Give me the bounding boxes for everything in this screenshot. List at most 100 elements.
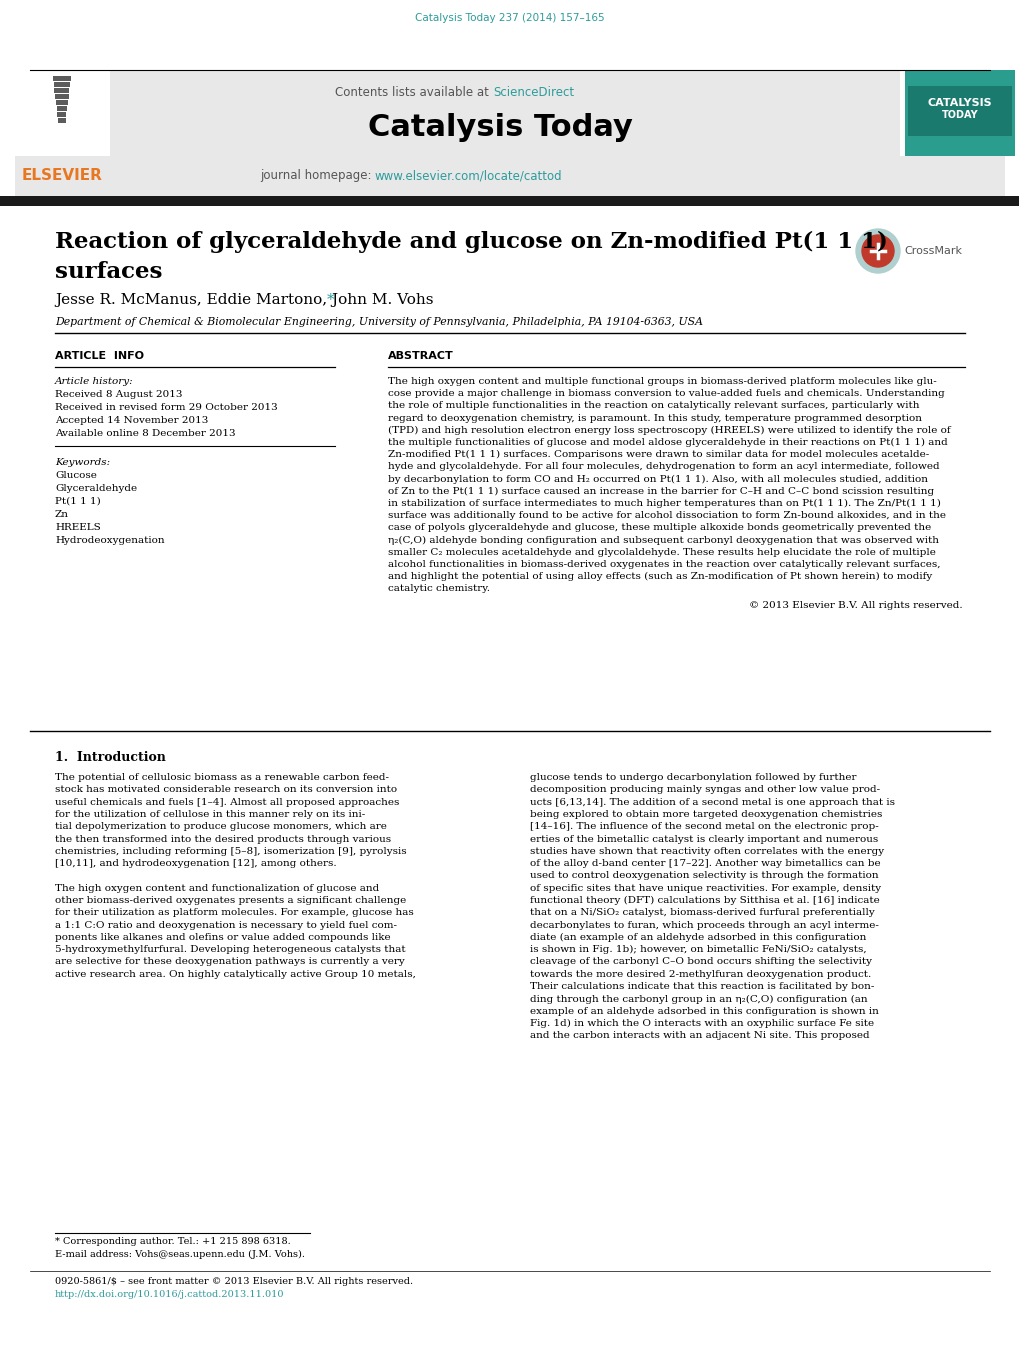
Text: 1.  Introduction: 1. Introduction: [55, 751, 166, 765]
Bar: [54, 82, 70, 86]
Text: The high oxygen content and functionalization of glucose and: The high oxygen content and functionaliz…: [55, 884, 379, 893]
Text: ponents like alkanes and olefins or value added compounds like: ponents like alkanes and olefins or valu…: [55, 934, 390, 942]
Text: surface was additionally found to be active for alcohol dissociation to form Zn-: surface was additionally found to be act…: [387, 511, 945, 520]
Text: active research area. On highly catalytically active Group 10 metals,: active research area. On highly catalyti…: [55, 970, 416, 979]
Bar: [57, 112, 66, 118]
Text: Catalysis Today: Catalysis Today: [367, 113, 632, 142]
Circle shape: [861, 235, 893, 267]
Text: Keywords:: Keywords:: [55, 458, 110, 467]
Text: Pt(1 1 1): Pt(1 1 1): [55, 497, 101, 507]
Text: Hydrodeoxygenation: Hydrodeoxygenation: [55, 536, 164, 544]
Text: cleavage of the carbonyl C–O bond occurs shifting the selectivity: cleavage of the carbonyl C–O bond occurs…: [530, 958, 871, 966]
Text: functional theory (DFT) calculations by Sitthisa et al. [16] indicate: functional theory (DFT) calculations by …: [530, 896, 878, 905]
Text: © 2013 Elsevier B.V. All rights reserved.: © 2013 Elsevier B.V. All rights reserved…: [749, 601, 962, 609]
Text: Zn: Zn: [55, 509, 69, 519]
Text: glucose tends to undergo decarbonylation followed by further: glucose tends to undergo decarbonylation…: [530, 773, 856, 782]
Bar: [110, 70, 899, 155]
Text: by decarbonylation to form CO and H₂ occurred on Pt(1 1 1). Also, with all molec: by decarbonylation to form CO and H₂ occ…: [387, 474, 927, 484]
Text: Glyceraldehyde: Glyceraldehyde: [55, 484, 137, 493]
Text: example of an aldehyde adsorbed in this configuration is shown in: example of an aldehyde adsorbed in this …: [530, 1006, 878, 1016]
Text: TODAY: TODAY: [941, 109, 977, 120]
Text: surfaces: surfaces: [55, 261, 162, 282]
Text: of the alloy d-band center [17–22]. Another way bimetallics can be: of the alloy d-band center [17–22]. Anot…: [530, 859, 879, 869]
Bar: [56, 100, 68, 105]
Text: Department of Chemical & Biomolecular Engineering, University of Pennsylvania, P: Department of Chemical & Biomolecular En…: [55, 317, 702, 327]
Text: and the carbon interacts with an adjacent Ni site. This proposed: and the carbon interacts with an adjacen…: [530, 1031, 869, 1040]
Text: diate (an example of an aldehyde adsorbed in this configuration: diate (an example of an aldehyde adsorbe…: [530, 934, 865, 942]
Text: tial depolymerization to produce glucose monomers, which are: tial depolymerization to produce glucose…: [55, 823, 386, 831]
Text: Fig. 1d) in which the O interacts with an oxyphilic surface Fe site: Fig. 1d) in which the O interacts with a…: [530, 1019, 873, 1028]
Text: the role of multiple functionalities in the reaction on catalytically relevant s: the role of multiple functionalities in …: [387, 401, 918, 411]
Text: in stabilization of surface intermediates to much higher temperatures than on Pt: in stabilization of surface intermediate…: [387, 499, 940, 508]
Text: [10,11], and hydrodeoxygenation [12], among others.: [10,11], and hydrodeoxygenation [12], am…: [55, 859, 336, 869]
Text: ding through the carbonyl group in an η₂(C,O) configuration (an: ding through the carbonyl group in an η₂…: [530, 994, 867, 1004]
Bar: [15, 155, 1004, 196]
Text: 5-hydroxymethylfurfural. Developing heterogeneous catalysts that: 5-hydroxymethylfurfural. Developing hete…: [55, 946, 406, 954]
Text: erties of the bimetallic catalyst is clearly important and numerous: erties of the bimetallic catalyst is cle…: [530, 835, 877, 843]
Text: CATALYSIS: CATALYSIS: [926, 99, 991, 108]
Text: CrossMark: CrossMark: [903, 246, 961, 255]
Text: smaller C₂ molecules acetaldehyde and glycolaldehyde. These results help elucida: smaller C₂ molecules acetaldehyde and gl…: [387, 547, 935, 557]
Text: Contents lists available at: Contents lists available at: [335, 86, 492, 99]
Text: Received in revised form 29 October 2013: Received in revised form 29 October 2013: [55, 403, 277, 412]
Text: used to control deoxygenation selectivity is through the formation: used to control deoxygenation selectivit…: [530, 871, 877, 881]
Text: [14–16]. The influence of the second metal on the electronic prop-: [14–16]. The influence of the second met…: [530, 823, 878, 831]
Text: ARTICLE  INFO: ARTICLE INFO: [55, 351, 144, 361]
Text: ABSTRACT: ABSTRACT: [387, 351, 453, 361]
Text: decarbonylates to furan, which proceeds through an acyl interme-: decarbonylates to furan, which proceeds …: [530, 920, 878, 929]
Text: is shown in Fig. 1b); however, on bimetallic FeNi/SiO₂ catalysts,: is shown in Fig. 1b); however, on bimeta…: [530, 946, 866, 954]
Text: useful chemicals and fuels [1–4]. Almost all proposed approaches: useful chemicals and fuels [1–4]. Almost…: [55, 797, 399, 807]
Bar: [0, 0, 1019, 72]
Text: http://dx.doi.org/10.1016/j.cattod.2013.11.010: http://dx.doi.org/10.1016/j.cattod.2013.…: [55, 1290, 284, 1300]
Text: for the utilization of cellulose in this manner rely on its ini-: for the utilization of cellulose in this…: [55, 809, 365, 819]
Text: case of polyols glyceraldehyde and glucose, these multiple alkoxide bonds geomet: case of polyols glyceraldehyde and gluco…: [387, 523, 930, 532]
Text: hyde and glycolaldehyde. For all four molecules, dehydrogenation to form an acyl: hyde and glycolaldehyde. For all four mo…: [387, 462, 938, 471]
Text: Article history:: Article history:: [55, 377, 133, 386]
Text: (TPD) and high resolution electron energy loss spectroscopy (HREELS) were utiliz: (TPD) and high resolution electron energ…: [387, 426, 950, 435]
Text: for their utilization as platform molecules. For example, glucose has: for their utilization as platform molecu…: [55, 908, 414, 917]
Text: studies have shown that reactivity often correlates with the energy: studies have shown that reactivity often…: [530, 847, 883, 855]
Text: ScienceDirect: ScienceDirect: [492, 86, 574, 99]
Bar: [58, 118, 65, 123]
Text: Reaction of glyceraldehyde and glucose on Zn-modified Pt(1 1 1): Reaction of glyceraldehyde and glucose o…: [55, 231, 887, 253]
Text: E-mail address: Vohs@seas.upenn.edu (J.M. Vohs).: E-mail address: Vohs@seas.upenn.edu (J.M…: [55, 1250, 305, 1259]
Text: decomposition producing mainly syngas and other low value prod-: decomposition producing mainly syngas an…: [530, 785, 879, 794]
Text: the multiple functionalities of glucose and model aldose glyceraldehyde in their: the multiple functionalities of glucose …: [387, 438, 947, 447]
Text: Their calculations indicate that this reaction is facilitated by bon-: Their calculations indicate that this re…: [530, 982, 873, 992]
Text: *: *: [327, 293, 334, 307]
Text: Available online 8 December 2013: Available online 8 December 2013: [55, 430, 235, 438]
Bar: [0, 196, 1019, 205]
Circle shape: [855, 230, 899, 273]
Text: the then transformed into the desired products through various: the then transformed into the desired pr…: [55, 835, 390, 843]
Text: Received 8 August 2013: Received 8 August 2013: [55, 390, 182, 399]
Text: a 1:1 C:O ratio and deoxygenation is necessary to yield fuel com-: a 1:1 C:O ratio and deoxygenation is nec…: [55, 920, 396, 929]
Text: ucts [6,13,14]. The addition of a second metal is one approach that is: ucts [6,13,14]. The addition of a second…: [530, 797, 894, 807]
Bar: [55, 95, 68, 99]
Text: regard to deoxygenation chemistry, is paramount. In this study, temperature prog: regard to deoxygenation chemistry, is pa…: [387, 413, 921, 423]
Text: HREELS: HREELS: [55, 523, 101, 532]
Text: 0920-5861/$ – see front matter © 2013 Elsevier B.V. All rights reserved.: 0920-5861/$ – see front matter © 2013 El…: [55, 1277, 413, 1286]
Bar: [53, 76, 71, 81]
Text: stock has motivated considerable research on its conversion into: stock has motivated considerable researc…: [55, 785, 396, 794]
Text: are selective for these deoxygenation pathways is currently a very: are selective for these deoxygenation pa…: [55, 958, 405, 966]
Text: other biomass-derived oxygenates presents a significant challenge: other biomass-derived oxygenates present…: [55, 896, 406, 905]
Text: Accepted 14 November 2013: Accepted 14 November 2013: [55, 416, 208, 426]
Text: being explored to obtain more targeted deoxygenation chemistries: being explored to obtain more targeted d…: [530, 809, 881, 819]
Bar: [907, 86, 1011, 136]
Text: Catalysis Today 237 (2014) 157–165: Catalysis Today 237 (2014) 157–165: [415, 14, 604, 23]
Text: * Corresponding author. Tel.: +1 215 898 6318.: * Corresponding author. Tel.: +1 215 898…: [55, 1238, 290, 1246]
Text: and highlight the potential of using alloy effects (such as Zn-modification of P: and highlight the potential of using all…: [387, 573, 931, 581]
Text: Zn-modified Pt(1 1 1) surfaces. Comparisons were drawn to similar data for model: Zn-modified Pt(1 1 1) surfaces. Comparis…: [387, 450, 928, 459]
Bar: [54, 88, 69, 93]
Text: chemistries, including reforming [5–8], isomerization [9], pyrolysis: chemistries, including reforming [5–8], …: [55, 847, 407, 855]
Text: Glucose: Glucose: [55, 471, 97, 480]
Text: The high oxygen content and multiple functional groups in biomass-derived platfo: The high oxygen content and multiple fun…: [387, 377, 935, 386]
Bar: [15, 70, 110, 155]
Text: www.elsevier.com/locate/cattod: www.elsevier.com/locate/cattod: [375, 169, 562, 182]
Text: of specific sites that have unique reactivities. For example, density: of specific sites that have unique react…: [530, 884, 880, 893]
Text: that on a Ni/SiO₂ catalyst, biomass-derived furfural preferentially: that on a Ni/SiO₂ catalyst, biomass-deri…: [530, 908, 874, 917]
Text: Jesse R. McManus, Eddie Martono, John M. Vohs: Jesse R. McManus, Eddie Martono, John M.…: [55, 293, 433, 307]
Text: towards the more desired 2-methylfuran deoxygenation product.: towards the more desired 2-methylfuran d…: [530, 970, 870, 979]
Text: η₂(C,O) aldehyde bonding configuration and subsequent carbonyl deoxygenation tha: η₂(C,O) aldehyde bonding configuration a…: [387, 535, 938, 544]
Bar: [57, 105, 67, 111]
